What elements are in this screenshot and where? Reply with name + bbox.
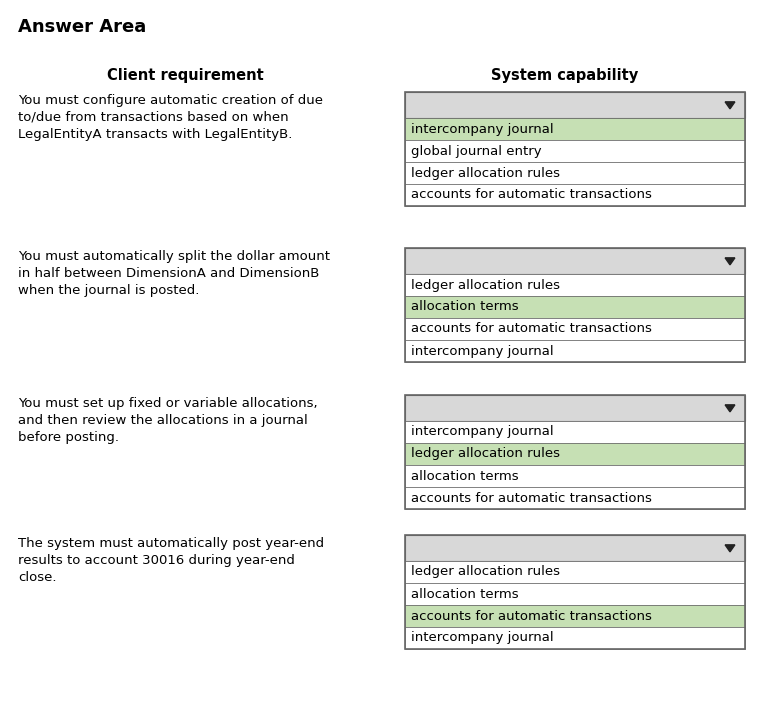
Text: You must configure automatic creation of due
to/due from transactions based on w: You must configure automatic creation of… bbox=[18, 94, 323, 141]
Bar bbox=[405, 421, 745, 443]
Text: You must set up fixed or variable allocations,
and then review the allocations i: You must set up fixed or variable alloca… bbox=[18, 397, 317, 444]
Text: intercompany journal: intercompany journal bbox=[411, 632, 554, 645]
Text: accounts for automatic transactions: accounts for automatic transactions bbox=[411, 323, 652, 336]
Text: You must automatically split the dollar amount
in half between DimensionA and Di: You must automatically split the dollar … bbox=[18, 250, 330, 297]
Bar bbox=[405, 443, 745, 465]
Text: accounts for automatic transactions: accounts for automatic transactions bbox=[411, 189, 652, 201]
Text: allocation terms: allocation terms bbox=[411, 470, 519, 483]
Text: ledger allocation rules: ledger allocation rules bbox=[411, 278, 560, 292]
Text: Client requirement: Client requirement bbox=[106, 68, 263, 83]
Bar bbox=[405, 274, 745, 296]
Bar bbox=[405, 605, 745, 627]
Bar bbox=[405, 296, 745, 318]
Text: accounts for automatic transactions: accounts for automatic transactions bbox=[411, 609, 652, 622]
Bar bbox=[405, 92, 745, 206]
Text: allocation terms: allocation terms bbox=[411, 300, 519, 313]
Polygon shape bbox=[725, 102, 735, 109]
Bar bbox=[405, 162, 745, 184]
Bar bbox=[405, 535, 745, 561]
Bar bbox=[405, 395, 745, 421]
Bar bbox=[405, 184, 745, 206]
Bar bbox=[405, 248, 745, 362]
Polygon shape bbox=[725, 405, 735, 412]
Text: System capability: System capability bbox=[491, 68, 638, 83]
Text: ledger allocation rules: ledger allocation rules bbox=[411, 166, 560, 179]
Text: intercompany journal: intercompany journal bbox=[411, 425, 554, 439]
Text: intercompany journal: intercompany journal bbox=[411, 344, 554, 358]
Bar bbox=[405, 248, 745, 274]
Bar bbox=[405, 561, 745, 583]
Bar bbox=[405, 465, 745, 487]
Bar bbox=[405, 140, 745, 162]
Text: allocation terms: allocation terms bbox=[411, 587, 519, 601]
Bar bbox=[405, 487, 745, 509]
Text: intercompany journal: intercompany journal bbox=[411, 123, 554, 136]
Text: The system must automatically post year-end
results to account 30016 during year: The system must automatically post year-… bbox=[18, 537, 324, 584]
Text: Answer Area: Answer Area bbox=[18, 18, 146, 36]
Bar bbox=[405, 118, 745, 140]
Polygon shape bbox=[725, 258, 735, 265]
Bar bbox=[405, 627, 745, 649]
Text: accounts for automatic transactions: accounts for automatic transactions bbox=[411, 491, 652, 505]
Bar bbox=[405, 583, 745, 605]
Bar bbox=[405, 535, 745, 649]
Bar bbox=[405, 340, 745, 362]
Bar bbox=[405, 395, 745, 509]
Bar bbox=[405, 92, 745, 118]
Polygon shape bbox=[725, 545, 735, 552]
Text: global journal entry: global journal entry bbox=[411, 145, 541, 158]
Text: ledger allocation rules: ledger allocation rules bbox=[411, 566, 560, 579]
Bar bbox=[405, 318, 745, 340]
Text: ledger allocation rules: ledger allocation rules bbox=[411, 447, 560, 460]
